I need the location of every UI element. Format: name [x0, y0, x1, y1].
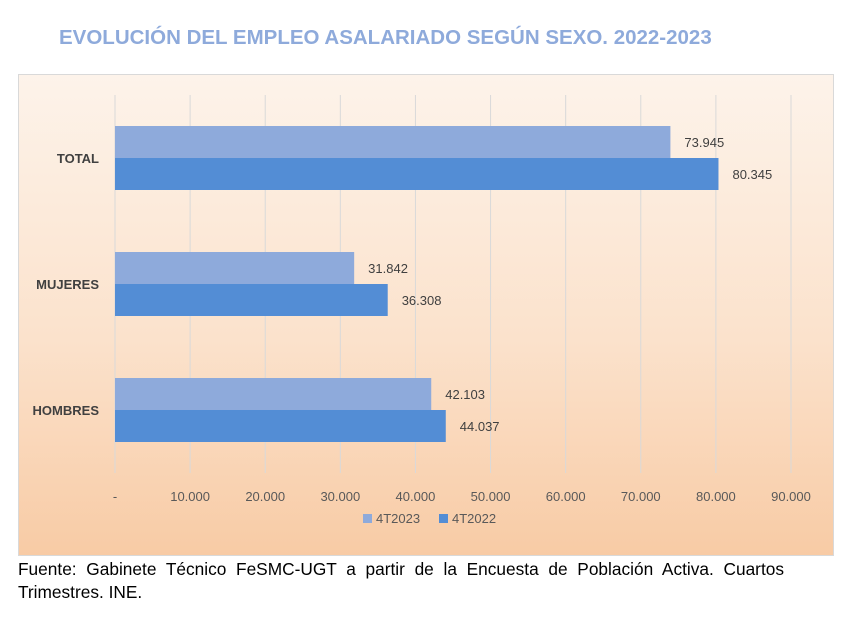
x-tick-label: 10.000: [170, 489, 210, 504]
bar-4t2023: [115, 126, 671, 158]
chart-area: - 10.000 20.000 30.000 40.000 50.000 60.000 70.…: [18, 74, 834, 556]
source-note: Fuente: Gabinete Técnico FeSMC-UGT a par…: [18, 559, 784, 602]
x-tick-label: -: [113, 489, 117, 504]
legend-label: 4T2023: [376, 511, 420, 526]
chart-title: EVOLUCIÓN DEL EMPLEO ASALARIADO SEGÚN SE…: [59, 26, 712, 49]
legend-swatch-4t2022: [439, 514, 448, 523]
bar-4t2023: [115, 252, 355, 284]
bar-4t2022: [115, 284, 388, 316]
data-label: 31.842: [368, 261, 408, 276]
data-label: 42.103: [445, 387, 485, 402]
data-label: 80.345: [732, 167, 772, 182]
x-tick-label: 90.000: [771, 489, 811, 504]
x-tick-label: 70.000: [621, 489, 661, 504]
data-label: 73.945: [684, 135, 724, 150]
data-label: 44.037: [460, 419, 500, 434]
category-label: HOMBRES: [33, 403, 100, 418]
bar-4t2022: [115, 410, 446, 442]
x-tick-label: 80.000: [696, 489, 736, 504]
legend-label: 4T2022: [452, 511, 496, 526]
x-tick-label: 30.000: [320, 489, 360, 504]
x-tick-label: 60.000: [546, 489, 586, 504]
data-label: 36.308: [402, 293, 442, 308]
category-label: MUJERES: [36, 277, 99, 292]
x-tick-label: 50.000: [471, 489, 511, 504]
category-label: TOTAL: [57, 151, 99, 166]
legend-swatch-4t2023: [363, 514, 372, 523]
x-tick-label: 20.000: [245, 489, 285, 504]
x-tick-label: 40.000: [396, 489, 436, 504]
bar-4t2023: [115, 378, 432, 410]
bar-4t2022: [115, 158, 719, 190]
bar-chart: - 10.000 20.000 30.000 40.000 50.000 60.000 70.…: [33, 95, 811, 526]
